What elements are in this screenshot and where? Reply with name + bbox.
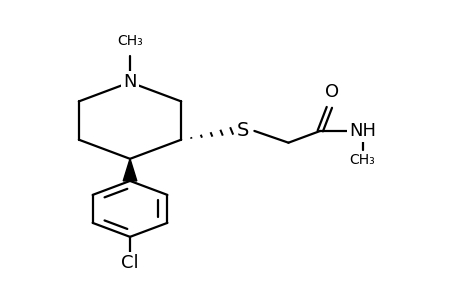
Text: CH₃: CH₃ — [349, 153, 375, 167]
Text: O: O — [324, 83, 338, 101]
Text: N: N — [123, 73, 136, 91]
Text: CH₃: CH₃ — [117, 34, 143, 48]
Polygon shape — [123, 159, 136, 181]
Text: NH: NH — [348, 122, 375, 140]
Text: S: S — [236, 122, 249, 140]
Text: Cl: Cl — [121, 254, 139, 272]
